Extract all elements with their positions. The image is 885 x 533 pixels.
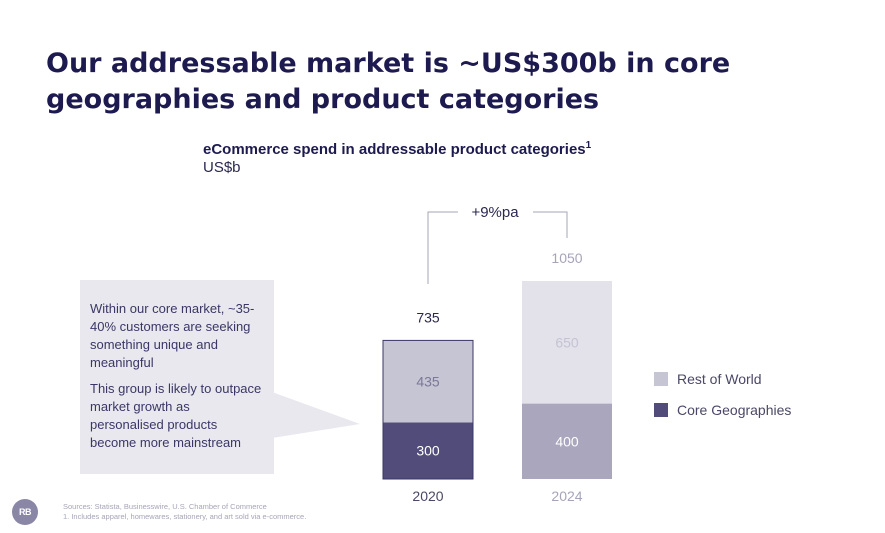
x-tick-label-2024: 2024 [551,488,582,504]
bar-rest-of-world-2020 [383,340,473,423]
callout-paragraph-2: This group is likely to outpace market g… [90,381,262,450]
total-label-2024: 1050 [551,250,582,266]
legend-swatch-core-geographies [654,403,668,417]
slide-title: Our addressable market is ~US$300b in co… [46,48,731,115]
company-logo: RB [12,499,38,525]
bar-core-geographies-2024 [522,403,612,479]
legend-item-core-geographies: Core Geographies [654,400,791,420]
bar-outline-2020 [382,339,474,480]
legend-label-core-geographies: Core Geographies [677,402,792,418]
footer-notes: Sources: Statista, Businesswire, U.S. Ch… [63,502,306,522]
data-label-core-geographies-2020: 300 [416,443,440,459]
footer-sources: Sources: Statista, Businesswire, U.S. Ch… [63,502,267,511]
footer-footnote: 1. Includes apparel, homewares, statione… [63,512,307,521]
data-label-core-geographies-2024: 400 [555,433,579,449]
callout-pointer [272,392,360,438]
growth-bracket-left [427,211,458,284]
bar-core-geographies-2020 [383,422,473,479]
legend-swatch-rest-of-world [654,372,668,386]
data-label-rest-of-world-2020: 435 [416,373,440,389]
data-label-rest-of-world-2024: 650 [555,334,579,350]
x-tick-label-2020: 2020 [412,488,443,504]
callout-box: Within our core market, ~35-40% customer… [80,280,274,474]
total-label-2020: 735 [416,309,440,325]
chart-unit: US$b [203,159,241,176]
growth-annotation: +9%pa [471,204,519,221]
chart-title-text: eCommerce spend in addressable product c… [203,141,586,158]
callout-paragraph-1: Within our core market, ~35-40% customer… [90,301,255,370]
growth-bracket-right [533,211,568,238]
legend-label-rest-of-world: Rest of World [677,371,762,387]
chart-legend: Rest of World Core Geographies [654,369,791,431]
bar-rest-of-world-2024 [522,281,612,404]
legend-item-rest-of-world: Rest of World [654,369,791,389]
chart-title: eCommerce spend in addressable product c… [203,140,591,158]
chart-title-footnote-mark: 1 [585,140,592,151]
